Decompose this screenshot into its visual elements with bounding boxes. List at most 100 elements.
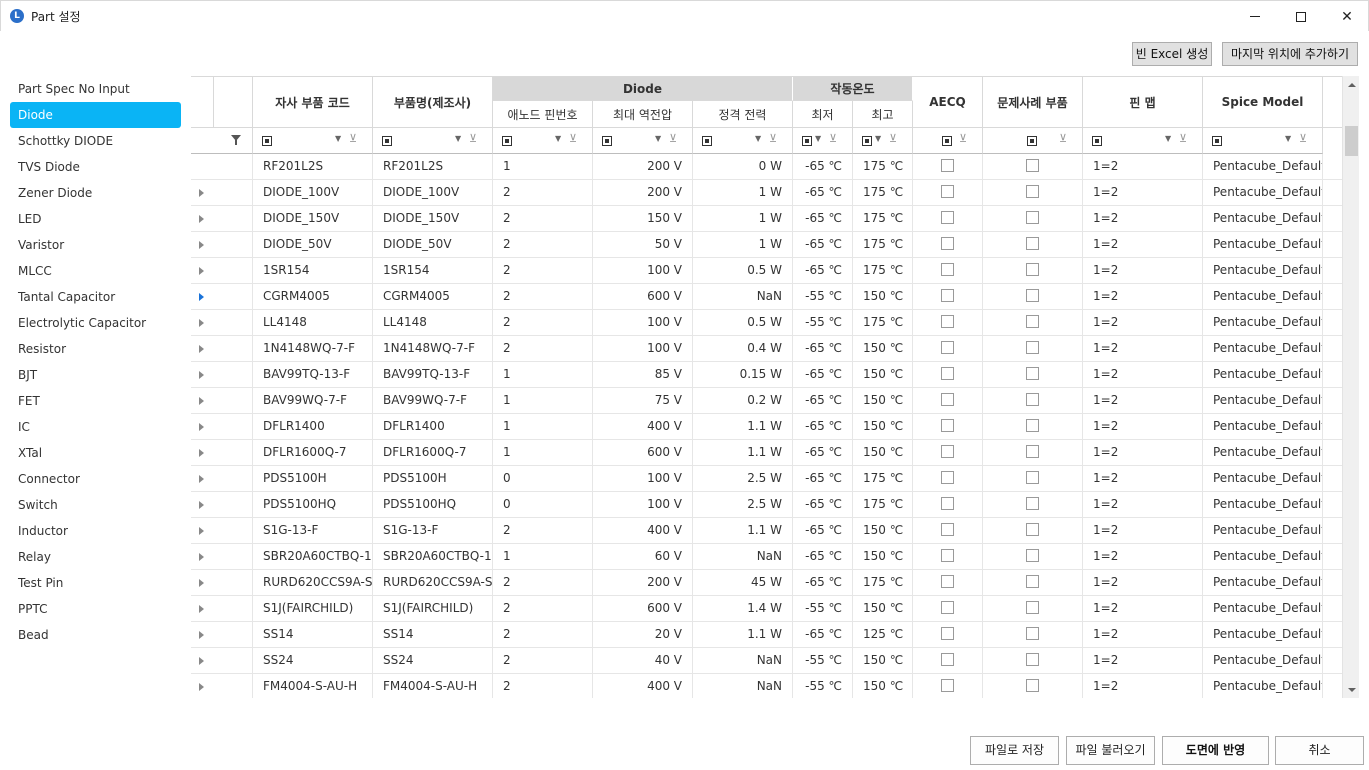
cell-pw[interactable]: 0.2 W [693,388,793,414]
cell-tmin[interactable]: -65 ℃ [793,440,853,466]
cell-pin[interactable]: 1=2 [1083,232,1203,258]
expand-arrow-icon[interactable] [199,605,204,613]
cell-name[interactable]: 1SR154 [373,258,493,284]
sidebar-item[interactable]: XTal [10,440,185,466]
problem-part-checkbox[interactable] [1026,367,1039,380]
cell-spice[interactable]: Pentacube_Default_ [1203,258,1323,284]
cell-anode[interactable]: 1 [493,414,593,440]
header-part-code[interactable]: 자사 부품 코드 [253,77,373,128]
filter-cell-aecq[interactable]: ⊻ [913,128,983,154]
problem-part-checkbox[interactable] [1026,575,1039,588]
row-indicator[interactable] [214,544,253,570]
cell-code[interactable]: DIODE_100V [253,180,373,206]
cell-pw[interactable]: 1.4 W [693,596,793,622]
sidebar-item[interactable]: TVS Diode [10,154,185,180]
cell-code[interactable]: BAV99WQ-7-F [253,388,373,414]
cell-name[interactable]: DIODE_50V [373,232,493,258]
row-indicator[interactable] [214,622,253,648]
row-indicator[interactable] [214,388,253,414]
cell-spice[interactable]: Pentacube_Default_ [1203,596,1323,622]
cell-code[interactable]: RURD620CCS9A-SE [253,570,373,596]
cell-pw[interactable]: 1.1 W [693,440,793,466]
filter-operator-icon[interactable] [802,136,812,146]
row-indicator[interactable] [214,570,253,596]
row-indicator[interactable] [214,310,253,336]
row-indicator[interactable] [214,492,253,518]
cell-tmax[interactable]: 175 ℃ [853,310,913,336]
cell-spice[interactable]: Pentacube_Default_ [1203,180,1323,206]
cell-tmax[interactable]: 150 ℃ [853,336,913,362]
problem-part-checkbox[interactable] [1026,315,1039,328]
cell-vr[interactable]: 100 V [593,258,693,284]
expand-arrow-icon[interactable] [199,371,204,379]
cell-pw[interactable]: 0.5 W [693,310,793,336]
table-row[interactable]: 1SR154 1SR154 2 100 V 0.5 W -65 ℃ 175 ℃ 1=2 Pent… [191,258,1342,284]
sidebar-item[interactable]: Resistor [10,336,185,362]
cell-tmax[interactable]: 175 ℃ [853,570,913,596]
row-indicator[interactable] [214,648,253,674]
cell-code[interactable]: PDS5100H [253,466,373,492]
filter-clear-icon[interactable]: ⊻ [1179,132,1188,145]
row-indicator[interactable] [214,284,253,310]
cell-anode[interactable]: 1 [493,544,593,570]
aecq-checkbox[interactable] [941,419,954,432]
aecq-checkbox[interactable] [941,185,954,198]
row-indicator[interactable] [214,440,253,466]
row-indicator[interactable] [214,518,253,544]
cell-anode[interactable]: 1 [493,362,593,388]
cell-code[interactable]: DFLR1600Q-7 [253,440,373,466]
filter-cell-tmin[interactable]: ▼ ⊻ [793,128,853,154]
cell-vr[interactable]: 40 V [593,648,693,674]
cell-name[interactable]: 1N4148WQ-7-F [373,336,493,362]
add-to-last-button[interactable]: 마지막 위치에 추가하기 [1222,42,1358,66]
header-temp-max[interactable]: 최고 [853,101,913,128]
cell-pw[interactable]: 1.1 W [693,622,793,648]
cell-name[interactable]: FM4004-S-AU-H [373,674,493,698]
filter-operator-icon[interactable] [1092,136,1102,146]
table-row[interactable]: S1J(FAIRCHILD) S1J(FAIRCHILD) 2 600 V 1.4 W-… [191,596,1342,622]
cell-pin[interactable]: 1=2 [1083,648,1203,674]
table-row[interactable]: BAV99TQ-13-F BAV99TQ-13-F 1 85 V 0.15 W -65 ℃… [191,362,1342,388]
row-indicator[interactable] [214,180,253,206]
header-temp-min[interactable]: 최저 [793,101,853,128]
cell-tmax[interactable]: 175 ℃ [853,206,913,232]
create-blank-excel-button[interactable]: 빈 Excel 생성 [1132,42,1212,66]
problem-part-checkbox[interactable] [1026,497,1039,510]
cell-tmin[interactable]: -65 ℃ [793,154,853,180]
cell-spice[interactable]: Pentacube_Default_ [1203,414,1323,440]
cell-anode[interactable]: 1 [493,388,593,414]
load-file-button[interactable]: 파일 불러오기 [1066,736,1155,765]
cell-code[interactable]: S1G-13-F [253,518,373,544]
filter-operator-icon[interactable] [602,136,612,146]
filter-operator-icon[interactable] [702,136,712,146]
cell-vr[interactable]: 400 V [593,674,693,698]
sidebar-item[interactable]: Bead [10,622,185,648]
header-anode-pin[interactable]: 애노드 핀번호 [493,101,593,128]
header-part-name[interactable]: 부품명(제조사) [373,77,493,128]
filter-dropdown-icon[interactable]: ▼ [455,134,462,143]
cell-vr[interactable]: 600 V [593,596,693,622]
problem-part-checkbox[interactable] [1026,523,1039,536]
filter-clear-icon[interactable]: ⊻ [669,132,678,145]
aecq-checkbox[interactable] [941,549,954,562]
filter-clear-icon[interactable]: ⊻ [829,132,838,145]
cell-tmin[interactable]: -65 ℃ [793,180,853,206]
header-problem-part[interactable]: 문제사례 부품 [983,77,1083,128]
cell-code[interactable]: DIODE_150V [253,206,373,232]
cell-vr[interactable]: 400 V [593,414,693,440]
table-row[interactable]: FM4004-S-AU-H FM4004-S-AU-H 2 400 V NaN -55 ℃… [191,674,1342,698]
filter-operator-icon[interactable] [262,136,272,146]
scroll-down-button[interactable] [1343,681,1360,698]
expand-arrow-icon[interactable] [199,319,204,327]
expand-arrow-icon[interactable] [199,553,204,561]
aecq-checkbox[interactable] [941,289,954,302]
scroll-thumb[interactable] [1345,126,1358,156]
cell-pw[interactable]: NaN [693,674,793,698]
aecq-checkbox[interactable] [941,393,954,406]
cell-spice[interactable]: Pentacube_Default_ [1203,570,1323,596]
cell-tmin[interactable]: -65 ℃ [793,336,853,362]
cell-tmin[interactable]: -65 ℃ [793,492,853,518]
save-to-file-button[interactable]: 파일로 저장 [970,736,1059,765]
cell-pw[interactable]: 0 W [693,154,793,180]
